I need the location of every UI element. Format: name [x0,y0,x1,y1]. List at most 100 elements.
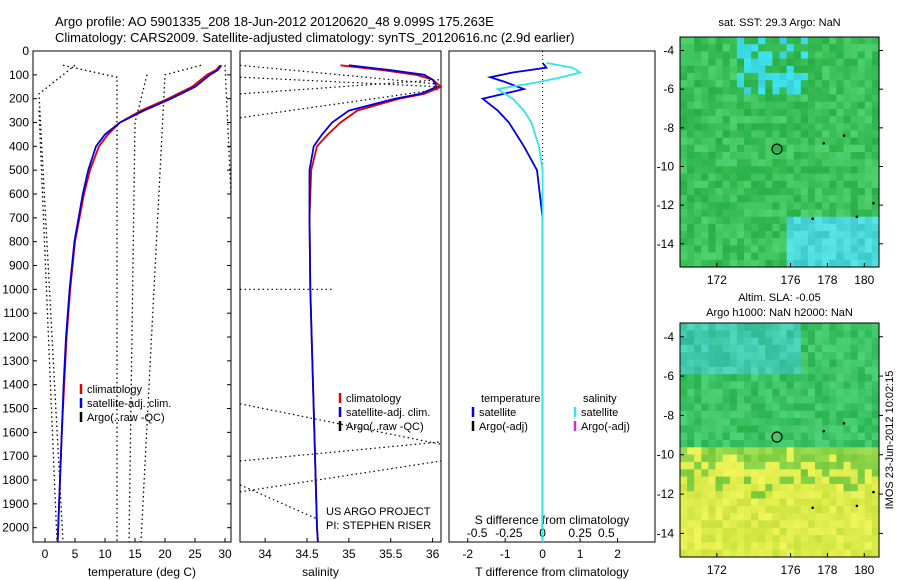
map-pixel [857,137,866,146]
map-pixel [701,216,709,225]
map-pixel [836,330,845,339]
map-pixel [815,144,823,153]
map-pixel [843,476,852,485]
map-pixel [843,195,852,203]
map-pixel [836,535,845,543]
map-pixel [843,180,852,189]
map-pixel [829,374,837,383]
map-pixel [765,223,773,232]
map-pixel [871,209,880,218]
map-pixel [751,352,759,361]
map-pixel [871,202,880,211]
map-pixel [751,461,759,470]
map-pixel [687,101,695,110]
map-pixel [850,447,859,456]
map-pixel [793,418,802,426]
map-pixel [843,469,852,478]
temperature-ytick-label: 1000 [2,282,29,296]
map-pixel [800,130,809,139]
map-pixel [729,252,738,261]
map-pixel [701,65,709,74]
map-pixel [843,483,852,492]
map-pixel [701,245,709,254]
map-pixel [722,374,731,383]
map-pixel [758,94,766,103]
map-pixel [744,72,752,81]
map-pixel [871,44,880,52]
map-pixel [807,403,816,412]
map-pixel [722,252,731,261]
map-pixel [680,51,688,60]
map-pixel [772,396,781,404]
map-pixel [815,344,823,353]
map-pixel [871,403,880,412]
map-pixel [694,447,702,456]
map-pixel [871,87,880,96]
map-pixel [836,520,845,529]
map-pixel [822,37,830,45]
map-pixel [843,137,852,146]
map-pixel [765,513,773,521]
map-pixel [701,476,709,485]
map-pixel [857,252,866,261]
map-pixel [864,330,873,339]
map-pixel [864,65,873,74]
map-pixel [744,535,752,543]
map-pixel [815,252,823,261]
map-pixel [694,461,702,470]
map-pixel [779,173,788,182]
map-pixel [807,498,816,507]
map-pixel [850,209,859,218]
map-pixel [807,94,816,103]
map-pixel [772,330,781,339]
map-pixel [708,432,717,441]
map-pixel [815,527,823,536]
map-pixel [772,238,781,247]
map-pixel [815,130,823,139]
map-pixel [786,238,795,247]
map-pixel [829,454,837,463]
map-pixel [850,403,859,412]
map-pixel [744,498,752,507]
sst-map-ytick-label: -14 [657,237,675,251]
map-pixel [871,483,880,492]
map-pixel [815,403,823,412]
temperature-ytick-label: 700 [9,211,29,225]
map-pixel [687,323,695,331]
map-pixel [779,513,788,521]
map-pixel [800,461,809,470]
map-pixel [744,476,752,485]
map-pixel [701,520,709,529]
map-pixel [758,418,766,426]
map-pixel [758,323,766,331]
map-pixel [701,410,709,419]
map-pixel [715,108,724,117]
map-pixel [701,381,709,390]
map-pixel [680,527,688,536]
map-pixel [829,520,837,529]
map-pixel [836,447,845,456]
argo-dotted-line [140,64,202,543]
map-pixel [751,216,759,225]
map-pixel [850,202,859,211]
map-pixel [736,403,745,412]
map-pixel [694,130,702,139]
map-pixel [843,166,852,175]
map-pixel [864,195,873,203]
map-pixel [822,323,830,331]
map-pixel [786,130,795,139]
map-pixel [722,366,731,375]
map-pixel [694,483,702,492]
map-pixel [736,513,745,521]
map-pixel [765,259,773,268]
map-pixel [722,180,731,189]
map-pixel [772,123,781,132]
map-pixel [680,166,688,175]
map-pixel [694,44,702,52]
map-pixel [836,137,845,146]
map-pixel [722,216,731,225]
map-pixel [729,535,738,543]
map-pixel [836,80,845,88]
map-pixel [822,344,830,353]
map-pixel [836,432,845,441]
